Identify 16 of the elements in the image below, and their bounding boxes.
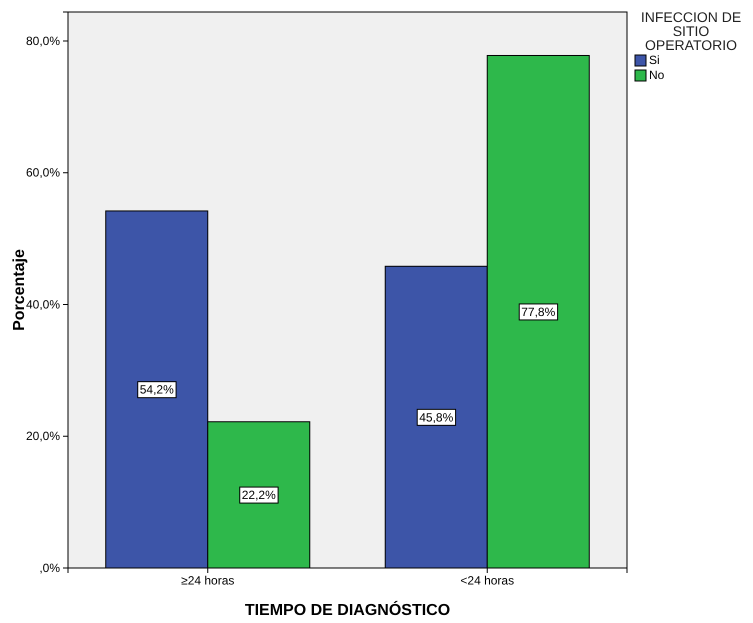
y-tick-label: 20,0% [26, 429, 60, 444]
x-tick-label: <24 horas [460, 574, 514, 588]
x-axis-title: TIEMPO DE DIAGNÓSTICO [244, 600, 450, 619]
y-tick-label: 40,0% [26, 297, 60, 312]
data-label: 77,8% [521, 304, 556, 319]
legend-label: No [649, 68, 665, 82]
legend-title: INFECCION DE SITIO OPERATORIO [640, 9, 742, 53]
y-tick-label: 60,0% [26, 166, 60, 180]
y-tick-label: ,0% [39, 560, 60, 575]
data-label: 54,2% [140, 382, 174, 397]
y-tick-label: 80,0% [26, 34, 60, 48]
y-axis-title: Porcentaje [11, 248, 28, 331]
x-tick-label: ≥24 horas [181, 574, 234, 588]
legend-label: Si [649, 53, 660, 67]
data-label: 22,2% [242, 488, 276, 502]
data-label: 45,8% [419, 410, 454, 424]
